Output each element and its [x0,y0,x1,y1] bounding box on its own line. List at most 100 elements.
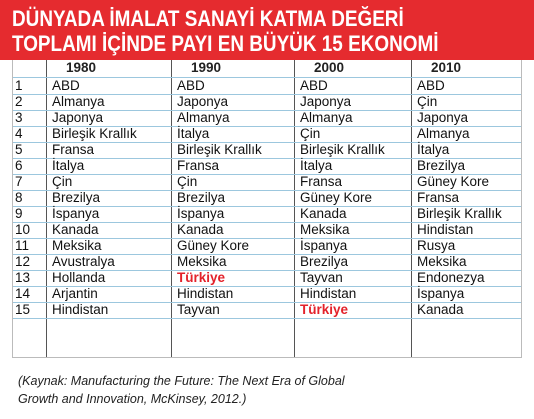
country: ABD [300,78,328,93]
country: Japonya [417,110,469,125]
column-divider [411,60,412,357]
country: Avustralya [52,254,115,269]
title-line: DÜNYADA İMALAT SANAYİ KATMA DEĞERİ [12,6,404,31]
country: İspanya [417,286,465,301]
country: Fransa [300,174,343,189]
country: Meksika [417,254,467,269]
country: Almanya [417,126,470,141]
rank: 10 [15,222,31,237]
rank: 11 [15,238,30,253]
header: DÜNYADA İMALAT SANAYİ KATMA DEĞERİ TOPLA… [0,0,534,60]
country: İtalya [52,158,85,173]
country: İtalya [177,126,210,141]
country: Güney Kore [177,238,250,253]
country: Hindistan [300,286,357,301]
country: Çin [52,174,73,189]
row-divider [13,142,521,143]
country: Brezilya [177,190,226,205]
row-divider [13,318,521,319]
country: Tayvan [177,302,220,317]
country: Rusya [417,238,456,253]
row-divider [13,110,521,111]
country: İtalya [417,142,450,157]
country: Meksika [52,238,102,253]
column-header: 2010 [431,60,462,75]
row-divider [13,302,521,303]
rank: 1 [15,78,23,93]
country: Meksika [300,222,350,237]
column-header: 1980 [66,60,97,75]
country: Hindistan [177,286,234,301]
country: Birleşik Krallık [300,142,385,157]
title-line: TOPLAMI İÇİNDE PAYI EN BÜYÜK 15 EKONOMİ [12,31,439,56]
row-divider [13,174,521,175]
source-line: Growth and Innovation, McKinsey, 2012.) [18,392,247,406]
country: Kanada [417,302,464,317]
country: Birleşik Krallık [177,142,262,157]
row-divider [13,94,521,95]
rank: 2 [15,94,23,109]
column-divider [46,60,47,357]
row-divider [13,126,521,127]
country: ABD [417,78,445,93]
country: Türkiye [300,302,349,317]
row-divider [13,270,521,271]
country: Japonya [300,94,352,109]
country: Hindistan [52,302,109,317]
country: İspanya [300,238,348,253]
country: ABD [177,78,205,93]
country: Brezilya [417,158,466,173]
country: İspanya [177,206,225,221]
row-divider [13,206,521,207]
country: Brezilya [300,254,349,269]
country: İtalya [300,158,333,173]
country: Almanya [177,110,230,125]
row-divider [13,77,521,78]
country: Brezilya [52,190,101,205]
row-divider [13,254,521,255]
country: Türkiye [177,270,226,285]
rank: 14 [15,286,31,301]
row-divider [13,222,521,223]
rank: 9 [15,206,23,221]
column-divider [294,60,295,357]
country: Endonezya [417,270,485,285]
row-divider [13,190,521,191]
column-header: 1990 [191,60,222,75]
country: Meksika [177,254,227,269]
country: Güney Kore [417,174,490,189]
row-divider [13,286,521,287]
country: Almanya [300,110,353,125]
rank: 12 [15,254,31,269]
country: Kanada [300,206,347,221]
country: Fransa [52,142,95,157]
rank: 8 [15,190,23,205]
country: Birleşik Krallık [417,206,502,221]
country: Çin [300,126,321,141]
country: ABD [52,78,80,93]
source-line: (Kaynak: Manufacturing the Future: The N… [18,374,345,388]
country: Güney Kore [300,190,373,205]
country: Kanada [52,222,99,237]
rank: 5 [15,142,23,157]
country: Arjantin [52,286,98,301]
row-divider [13,158,521,159]
country: Kanada [177,222,224,237]
country: Birleşik Krallık [52,126,137,141]
country: Fransa [417,190,460,205]
column-header: 2000 [314,60,345,75]
rank: 7 [15,174,23,189]
column-divider [171,60,172,357]
country: Japonya [52,110,104,125]
country: Hindistan [417,222,474,237]
ranking-table: 1980 1990 2000 2010 1 ABD ABD ABD ABD 2 Almanya Jap… [12,60,522,358]
rank: 13 [15,270,31,285]
rank: 15 [15,302,31,317]
country: Çin [417,94,438,109]
country: Fransa [177,158,220,173]
country: Çin [177,174,198,189]
country: Japonya [177,94,229,109]
country: Almanya [52,94,105,109]
rank: 6 [15,158,23,173]
